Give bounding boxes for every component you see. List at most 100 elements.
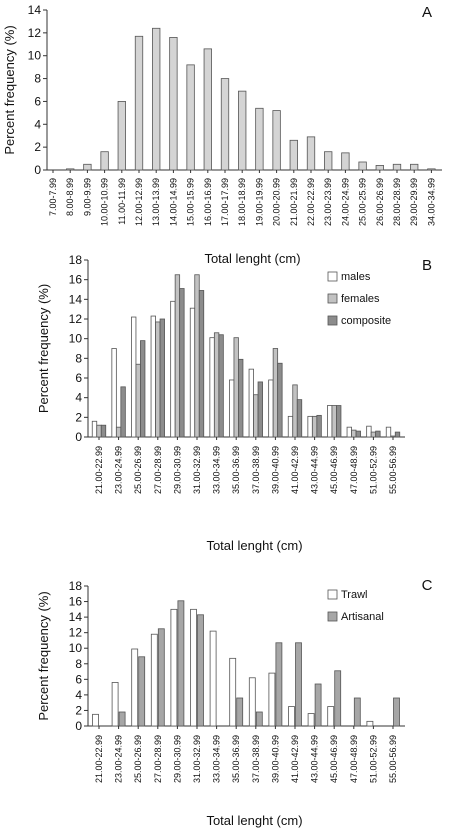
bar-males-8 xyxy=(248,368,254,438)
bar-males-15 xyxy=(385,426,392,438)
y-tick-label: 8 xyxy=(34,72,41,86)
legend-swatch-trawl xyxy=(327,589,338,600)
bar-males-4 xyxy=(170,300,176,438)
bar-males-12 xyxy=(327,405,333,438)
bar-artisanal-11 xyxy=(314,683,322,727)
bar-females-4 xyxy=(174,274,181,438)
bar-trawl-7 xyxy=(229,657,237,727)
bar-males-6 xyxy=(209,337,215,438)
bar-trawl-12 xyxy=(327,706,335,727)
bar-artisanal-2 xyxy=(138,656,146,727)
bar-artisanal-12 xyxy=(334,670,342,727)
x-tick-label: 39.00-40.99 xyxy=(270,735,280,783)
y-tick-label: 10 xyxy=(28,49,42,63)
bar-composite-13 xyxy=(355,430,361,438)
bar-composite-9 xyxy=(277,362,283,438)
bar-females-7 xyxy=(233,337,239,438)
y-tick-label: 10 xyxy=(69,641,83,655)
bar-8 xyxy=(186,64,195,171)
bar-composite-11 xyxy=(316,414,322,438)
y-tick-label: 12 xyxy=(28,26,42,40)
bar-males-9 xyxy=(268,379,274,438)
y-tick-label: 2 xyxy=(75,703,82,717)
bar-12 xyxy=(255,107,264,171)
bar-13 xyxy=(272,110,281,171)
y-tick-label: 16 xyxy=(69,273,83,287)
legend-label-composite: composite xyxy=(341,315,391,327)
bar-artisanal-1 xyxy=(118,711,126,727)
panel-label-b: B xyxy=(422,257,432,274)
x-tick-label: 26.00-26.99 xyxy=(375,178,385,226)
y-tick-label: 4 xyxy=(75,391,82,405)
bar-18 xyxy=(358,161,367,171)
bar-males-14 xyxy=(366,425,372,438)
bar-16 xyxy=(324,151,333,171)
bar-composite-12 xyxy=(336,405,342,438)
x-tick-label: 25.00-26.99 xyxy=(133,446,143,494)
y-tick-label: 18 xyxy=(69,579,83,593)
y-tick-label: 6 xyxy=(75,672,82,686)
bar-2 xyxy=(83,163,92,171)
x-tick-label: 45.00-46.99 xyxy=(329,735,339,783)
x-tick-label: 34.00-34.99 xyxy=(426,178,436,226)
x-tick-label: 45.00-46.99 xyxy=(329,446,339,494)
bar-composite-3 xyxy=(159,318,165,438)
x-tick-label: 15.00-15.99 xyxy=(186,178,196,226)
x-tick-label: 20.00-20.99 xyxy=(272,178,282,226)
bar-males-3 xyxy=(150,315,156,438)
x-tick-label: 17.00-17.99 xyxy=(220,178,230,226)
x-tick-label: 23.00-24.99 xyxy=(114,735,124,783)
bar-artisanal-8 xyxy=(255,711,263,727)
bar-females-9 xyxy=(272,348,279,438)
bar-9 xyxy=(203,48,212,171)
x-tick-label: 7.00-7.99 xyxy=(48,178,58,216)
bar-females-11 xyxy=(311,415,318,438)
bar-females-13 xyxy=(351,429,357,438)
x-tick-label: 28.00-28.99 xyxy=(392,178,402,226)
x-tick-label: 8.00-8.99 xyxy=(65,178,75,216)
y-tick-label: 10 xyxy=(69,332,83,346)
bar-14 xyxy=(289,139,298,171)
bar-trawl-2 xyxy=(131,648,139,727)
bar-trawl-9 xyxy=(268,672,276,727)
y-tick-label: 16 xyxy=(69,595,83,609)
bar-females-5 xyxy=(194,274,200,438)
y-tick-label: 0 xyxy=(75,719,82,733)
bar-17 xyxy=(341,152,350,171)
bar-trawl-3 xyxy=(150,633,158,727)
y-tick-label: 0 xyxy=(75,430,82,444)
bar-trawl-14 xyxy=(366,720,374,727)
bar-artisanal-13 xyxy=(353,697,361,727)
x-tick-label: 14.00-14.99 xyxy=(168,178,178,226)
x-tick-label: 37.00-38.99 xyxy=(251,446,261,494)
x-tick-label: 55.00-56.99 xyxy=(388,735,398,783)
bar-4 xyxy=(117,101,126,171)
bar-males-13 xyxy=(346,426,352,438)
x-tick-label: 51.00-52.99 xyxy=(368,735,378,783)
bar-males-0 xyxy=(91,420,98,438)
x-tick-label: 47.00-48.99 xyxy=(349,446,359,494)
x-tick-label: 19.00-19.99 xyxy=(254,178,264,226)
bar-composite-14 xyxy=(375,430,381,438)
y-tick-label: 14 xyxy=(69,292,83,306)
x-tick-label: 51.00-52.99 xyxy=(368,446,378,494)
y-axis-title: Percent frequency (%) xyxy=(2,25,17,154)
y-tick-label: 2 xyxy=(75,410,82,424)
x-axis-title: Total lenght (cm) xyxy=(206,538,302,553)
y-tick-label: 8 xyxy=(75,657,82,671)
y-tick-label: 8 xyxy=(75,351,82,365)
x-tick-label: 55.00-56.99 xyxy=(388,446,398,494)
y-tick-label: 6 xyxy=(34,94,41,108)
legend-swatch-artisanal xyxy=(327,611,338,622)
bar-22 xyxy=(427,168,436,171)
bar-composite-0 xyxy=(100,424,107,438)
y-tick-label: 12 xyxy=(69,312,83,326)
bar-trawl-10 xyxy=(288,706,295,727)
bar-3 xyxy=(100,151,109,171)
x-tick-label: 31.00-32.99 xyxy=(192,735,202,783)
legend-swatch-composite xyxy=(327,315,338,326)
x-tick-label: 21.00-21.99 xyxy=(289,178,299,226)
x-axis-title: Total lenght (cm) xyxy=(206,813,302,828)
bar-artisanal-7 xyxy=(236,697,244,727)
